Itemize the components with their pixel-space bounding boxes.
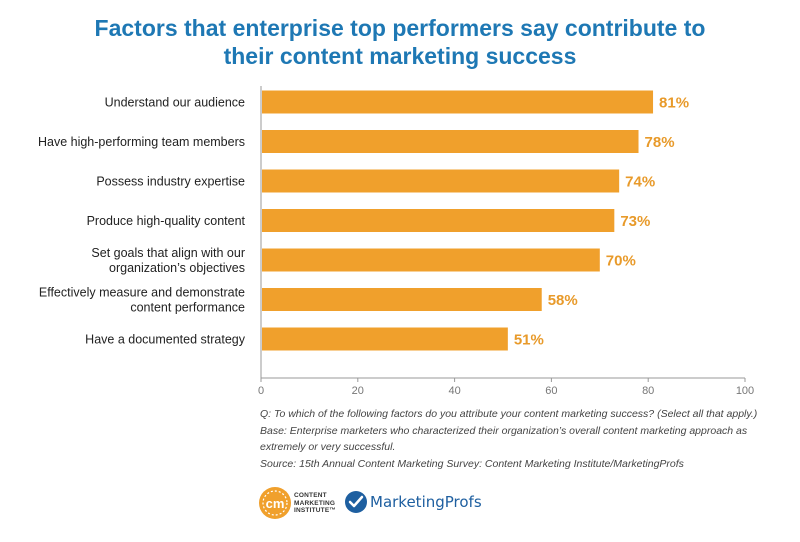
bar-value-label: 51% <box>514 332 544 349</box>
category-label: Produce high-quality content <box>87 214 246 228</box>
bar <box>262 288 542 311</box>
category-label: Possess industry expertise <box>96 175 245 189</box>
bar <box>262 90 654 114</box>
category-label: Set goals that align with our <box>91 246 245 260</box>
category-label: Have high-performing team members <box>38 135 245 149</box>
x-tick-label: 40 <box>448 385 460 397</box>
bar-chart: 0 20 40 60 80 100 81% Understand our audience 78… <box>38 86 754 397</box>
cmi-line-3: INSTITUTE™ <box>294 507 337 514</box>
bar <box>262 169 620 193</box>
bar <box>262 209 615 232</box>
category-label: Have a documented strategy <box>85 333 246 347</box>
marketingprofs-logo-icon <box>345 491 367 513</box>
base-note: Base: Enterprise marketers who character… <box>260 424 748 454</box>
x-tick-label: 0 <box>258 385 264 397</box>
cmi-line-1: CONTENT <box>294 492 327 499</box>
cmi-logo-icon: cm <box>259 487 291 519</box>
cmi-logo-mark: cm <box>266 496 285 511</box>
bar-value-label: 81% <box>659 95 689 112</box>
x-tick-label: 60 <box>545 385 557 397</box>
chart-notes: Q: To which of the following factors do … <box>260 406 770 472</box>
category-label: organization’s objectives <box>109 261 245 275</box>
x-tick-label: 80 <box>642 385 654 397</box>
bar <box>262 130 639 153</box>
category-label: Effectively measure and demonstrate <box>39 286 245 300</box>
bar <box>262 248 600 272</box>
category-label: content performance <box>130 301 245 315</box>
source-note: Source: 15th Annual Content Marketing Su… <box>260 457 684 470</box>
bar-value-label: 74% <box>625 174 655 191</box>
chart-title-line-1: Factors that enterprise top performers s… <box>94 15 706 41</box>
category-label: Understand our audience <box>105 96 245 110</box>
x-tick-label: 20 <box>352 385 364 397</box>
bar-value-label: 70% <box>606 253 636 270</box>
bar-value-label: 58% <box>548 292 578 309</box>
bar-value-label: 78% <box>645 134 675 151</box>
logos: cm CONTENT MARKETING INSTITUTE™ Marketin… <box>258 486 498 522</box>
chart-title-line-2: their content marketing success <box>223 43 577 69</box>
cmi-logo-text: CONTENT MARKETING INSTITUTE™ <box>294 492 336 515</box>
bar <box>262 327 508 351</box>
marketingprofs-logo-text: MarketingProfs <box>370 493 482 511</box>
chart-title: Factors that enterprise top performers s… <box>0 14 800 70</box>
bar-value-label: 73% <box>620 213 650 230</box>
cmi-line-2: MARKETING <box>294 499 336 507</box>
x-tick-label: 100 <box>736 385 754 397</box>
question-note: Q: To which of the following factors do … <box>260 408 758 420</box>
